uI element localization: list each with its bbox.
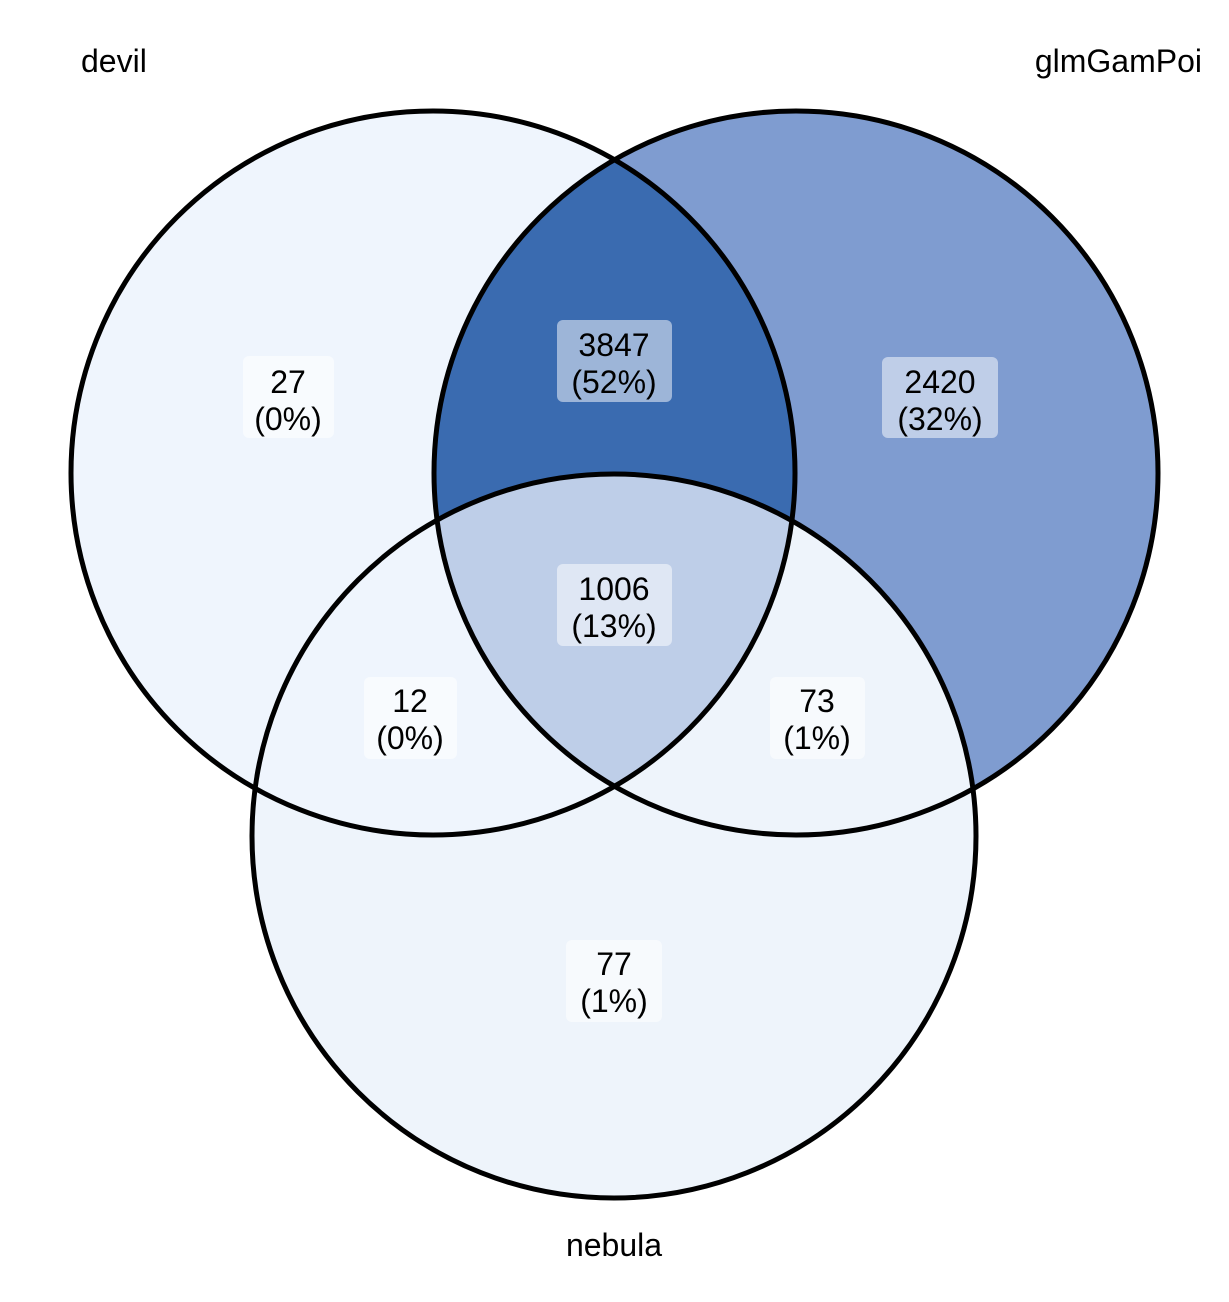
count-devil-nebula: 12 — [392, 683, 428, 719]
set-label-nebula: nebula — [566, 1227, 662, 1263]
set-label-devil: devil — [81, 43, 147, 79]
pct-devil-glmgampoi: (52%) — [571, 364, 656, 400]
count-glmgampoi-only: 2420 — [904, 364, 975, 400]
label-glmgampoi-only: 2420 (32%) — [882, 357, 998, 438]
label-devil-nebula: 12 (0%) — [364, 677, 457, 759]
glmgampoi-circle — [431, 108, 1161, 838]
devil-circle — [68, 108, 798, 838]
region-fills — [71, 111, 1158, 1198]
region-devil-nebula — [252, 474, 795, 835]
label-glmgampoi-nebula: 73 (1%) — [770, 677, 865, 759]
count-devil-glmgampoi: 3847 — [578, 327, 649, 363]
region-glmgampoi-nebula — [434, 474, 976, 835]
label-all-three: 1006 (13%) — [557, 564, 672, 646]
pct-glmgampoi-only: (32%) — [897, 401, 982, 437]
count-devil-only: 27 — [270, 364, 306, 400]
circle-outlines — [68, 108, 1161, 1201]
count-glmgampoi-nebula: 73 — [799, 683, 835, 719]
label-nebula-only: 77 (1%) — [566, 940, 662, 1022]
pct-all-three: (13%) — [571, 608, 656, 644]
pct-glmgampoi-nebula: (1%) — [783, 720, 851, 756]
pct-devil-nebula: (0%) — [376, 720, 444, 756]
label-devil-glmgampoi: 3847 (52%) — [557, 320, 672, 402]
count-nebula-only: 77 — [596, 946, 632, 982]
label-devil-only: 27 (0%) — [243, 356, 334, 438]
set-label-glmgampoi: glmGamPoi — [1035, 43, 1202, 79]
nebula-circle — [249, 471, 979, 1201]
count-all-three: 1006 — [578, 571, 649, 607]
pct-nebula-only: (1%) — [580, 983, 648, 1019]
pct-devil-only: (0%) — [254, 401, 322, 437]
